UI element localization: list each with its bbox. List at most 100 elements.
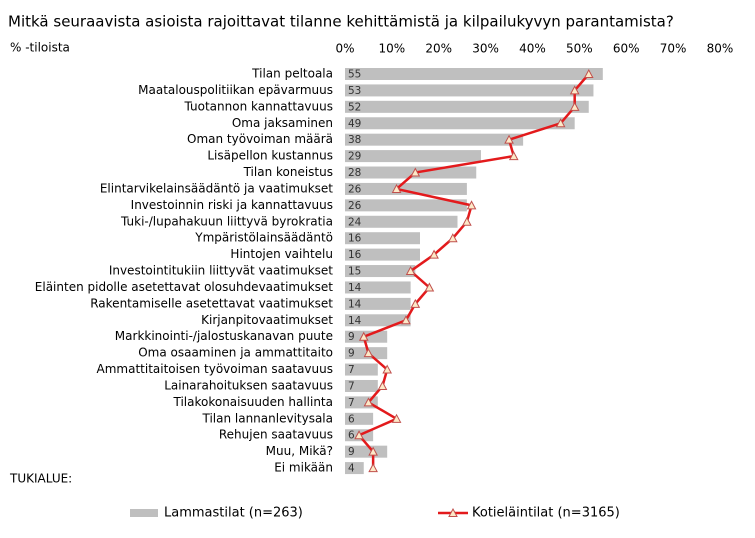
marker: [391, 183, 402, 193]
marker: [377, 380, 388, 390]
value-label: 16: [348, 249, 362, 261]
y-tick-label: Rakentamiselle asetettavat vaatimukset: [90, 296, 333, 310]
value-label: 14: [348, 315, 362, 327]
value-label: 7: [348, 397, 355, 409]
y-tick-label: Oman työvoiman määrä: [187, 132, 333, 146]
y-tick-label: Lisäpellon kustannus: [207, 149, 333, 163]
y-tick-label: Kirjanpitovaatimukset: [201, 313, 333, 327]
bar: [345, 232, 420, 245]
marker: [555, 118, 566, 128]
marker: [368, 446, 378, 456]
y-tick-label: Elintarvikelainsäädäntö ja vaatimukset: [100, 181, 333, 195]
marker: [368, 463, 378, 473]
marker: [466, 200, 477, 210]
marker: [429, 249, 439, 259]
value-label: 14: [348, 282, 362, 294]
y-tick-label: Tilan peltoala: [251, 67, 333, 81]
value-label: 26: [348, 200, 362, 212]
value-label: 52: [348, 101, 361, 113]
y-tick-label: Tuki-/lupahakuun liittyvä byrokratia: [120, 214, 333, 228]
y-tick-label: Investointitukiin liittyvät vaatimukset: [109, 264, 333, 278]
value-label: 4: [348, 463, 355, 475]
chart-title: Mitkä seuraavista asioista rajoittavat t…: [8, 13, 674, 31]
bar: [345, 68, 603, 80]
value-label: 15: [348, 266, 361, 278]
value-label: 26: [348, 183, 362, 195]
bar: [345, 182, 467, 195]
bar: [345, 150, 481, 163]
bar: [345, 412, 374, 425]
marker: [405, 265, 416, 276]
value-label: 24: [348, 216, 362, 228]
marker: [504, 134, 514, 144]
y-tick-label: Ei mikään: [274, 461, 333, 475]
y-tick-label: Markkinointi-/jalostuskanavan puute: [115, 329, 333, 343]
y-tick-label: Muu, Mikä?: [266, 444, 333, 458]
marker: [462, 216, 472, 226]
bar: [345, 297, 411, 310]
y-tick-label: Maatalouspolitiikan epävarmuus: [138, 83, 333, 97]
y-tick-label: Rehujen saatavuus: [219, 428, 333, 442]
bar: [345, 248, 420, 261]
value-label: 9: [348, 348, 355, 360]
y-tick-label: Eläinten pidolle asetettavat olosuhdevaa…: [35, 280, 334, 294]
marker: [401, 315, 411, 325]
value-label: 38: [348, 134, 361, 146]
value-label: 6: [348, 430, 355, 442]
y-tick-label: Hintojen vaihtelu: [230, 247, 333, 261]
marker: [391, 413, 402, 423]
bar: [345, 379, 378, 392]
y-tick-label: Oma osaaminen ja ammattitaito: [138, 346, 333, 360]
value-label: 7: [348, 380, 355, 392]
marker: [424, 282, 435, 292]
legend-marker: [448, 507, 458, 517]
y-tick-label: Tuotannon kannattavuus: [184, 99, 333, 113]
marker: [508, 151, 519, 161]
marker: [382, 364, 393, 374]
value-label: 55: [348, 69, 361, 81]
marker: [363, 397, 374, 407]
marker: [354, 430, 364, 440]
value-label: 28: [348, 167, 361, 179]
subtitle: % -tiloista: [10, 41, 70, 55]
bar: [345, 363, 378, 376]
bar: [345, 462, 364, 475]
bar: [345, 133, 524, 146]
value-label: 49: [348, 118, 361, 130]
y-tick-label: Tilan koneistus: [243, 165, 333, 179]
bar: [345, 265, 416, 278]
value-label: 7: [348, 364, 355, 376]
value-label: 6: [348, 413, 355, 425]
bar: [345, 100, 589, 113]
y-tick-label: Investoinnin riski ja kannattavuus: [131, 198, 333, 212]
marker: [410, 167, 421, 177]
value-label: 9: [348, 446, 355, 458]
x-tick-label: 0%: [335, 42, 354, 56]
marker: [583, 68, 594, 78]
x-tick-label: 40%: [519, 42, 546, 56]
marker: [358, 331, 369, 341]
y-tick-label: Ympäristölainsäädäntö: [194, 231, 333, 245]
y-tick-label: Ammattitaitoisen työvoiman saatavuus: [97, 362, 333, 376]
x-tick-label: 20%: [425, 42, 452, 56]
bar: [345, 166, 477, 179]
bar: [345, 215, 458, 228]
marker: [363, 348, 374, 358]
value-label: 14: [348, 298, 362, 310]
value-label: 16: [348, 233, 362, 245]
bar: [345, 199, 467, 212]
value-label: 9: [348, 331, 355, 343]
legend-label: Lammastilat (n=263): [164, 506, 303, 521]
x-tick-label: 60%: [613, 42, 640, 56]
marker: [569, 101, 580, 111]
value-label: 53: [348, 85, 361, 97]
bar: [345, 84, 594, 97]
annotation: TUKIALUE:: [9, 472, 72, 486]
marker: [569, 85, 580, 95]
x-tick-label: 50%: [566, 42, 593, 56]
marker: [410, 298, 421, 308]
legend-label: Kotieläintilat (n=3165): [472, 506, 620, 521]
x-tick-label: 10%: [379, 42, 406, 56]
bar: [345, 314, 411, 327]
y-tick-label: Oma jaksaminen: [232, 116, 333, 130]
